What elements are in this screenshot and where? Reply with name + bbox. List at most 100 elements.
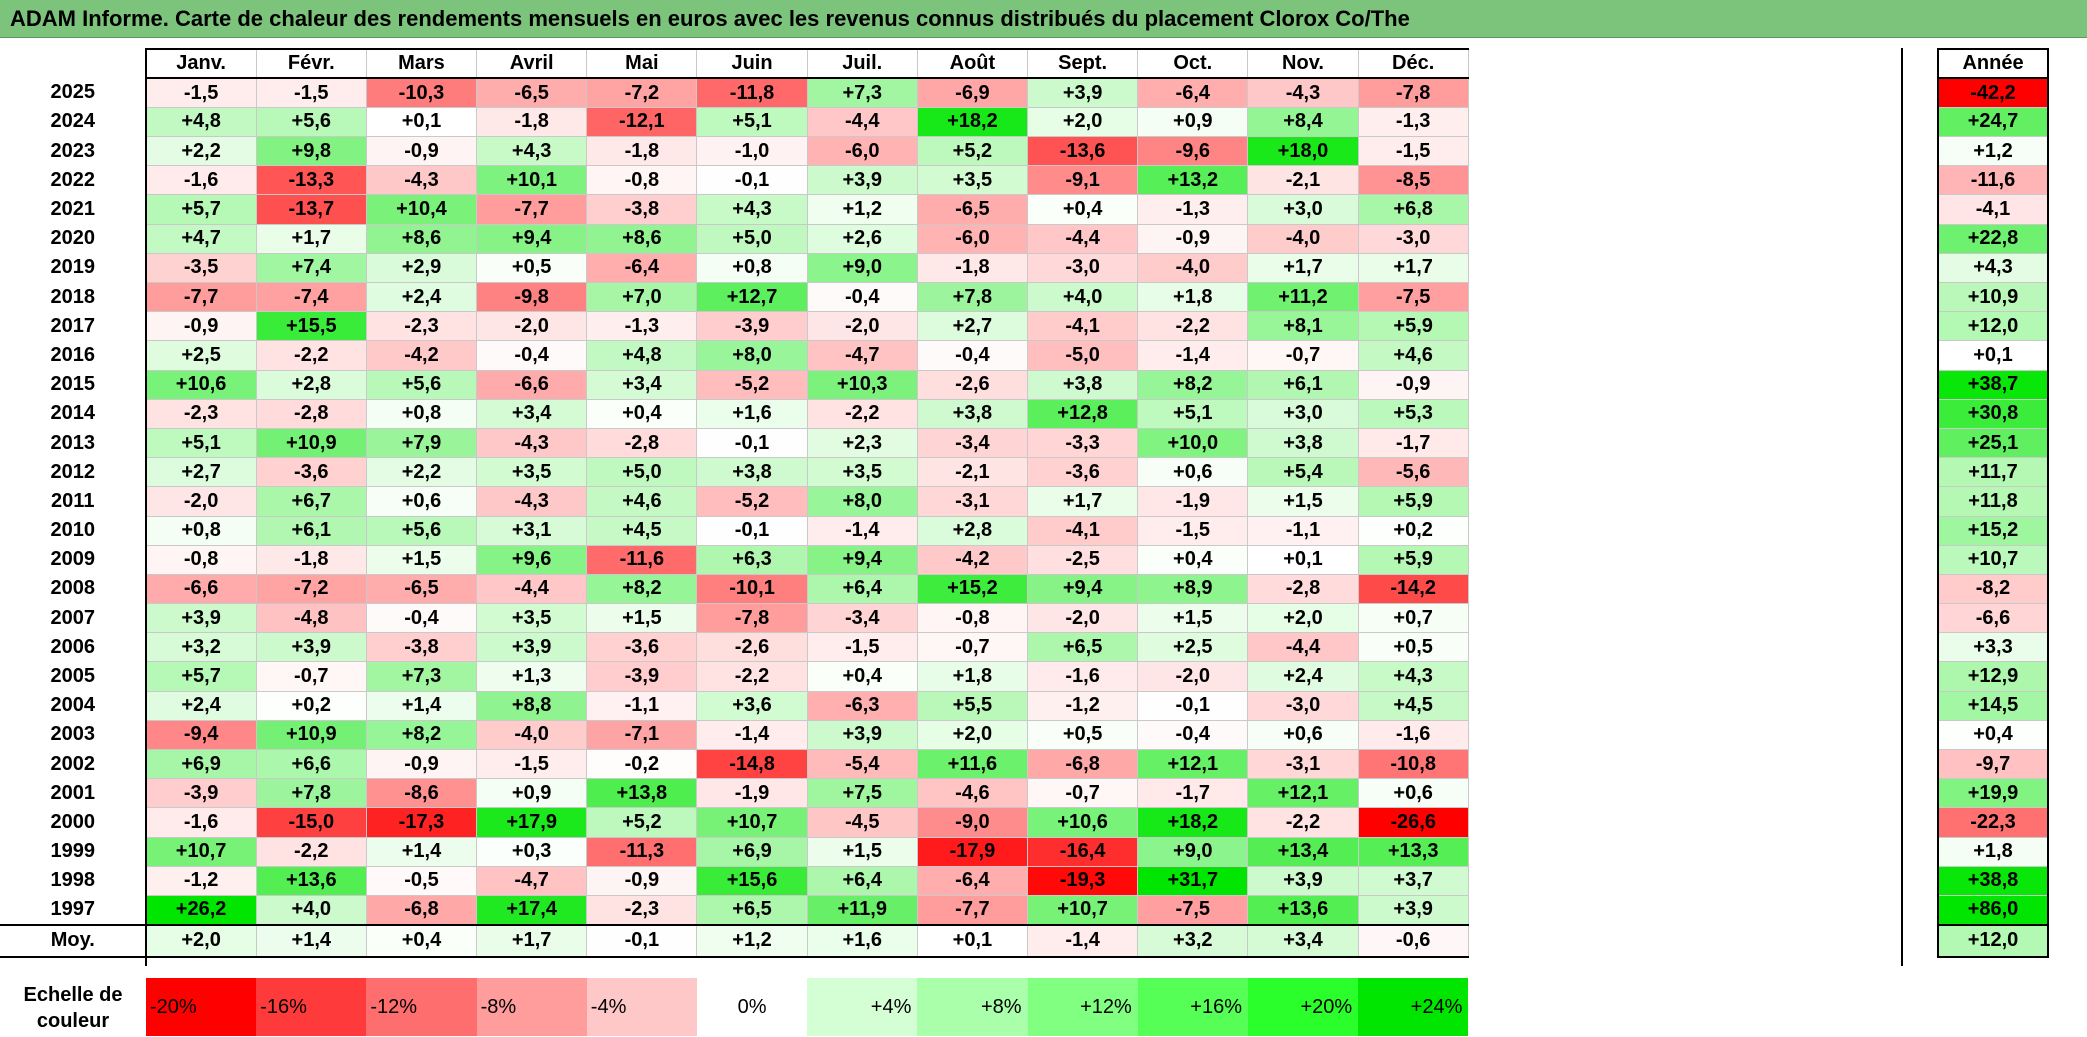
heatmap-cell: -19,3 — [1026, 865, 1139, 896]
heatmap-cell: -0,8 — [916, 603, 1029, 634]
heatmap-cell: +3,2 — [145, 632, 257, 663]
color-scale-step: +4% — [807, 978, 918, 1036]
heatmap-cell: -2,8 — [586, 427, 698, 459]
heatmap-cell: +3,1 — [476, 515, 588, 546]
annual-cell: -4,1 — [1937, 194, 2049, 225]
heatmap-cell: +5,9 — [1357, 311, 1469, 342]
heatmap-cell: +2,0 — [1247, 603, 1359, 634]
year-label: 2016 — [0, 340, 146, 371]
heatmap-cell: +6,7 — [255, 486, 367, 517]
heatmap-cell: +13,6 — [255, 865, 367, 896]
heatmap-cell: +1,7 — [255, 223, 367, 254]
heatmap-cell: +15,6 — [696, 865, 808, 896]
heatmap-cell: +0,8 — [696, 252, 808, 284]
heatmap-cell: -3,6 — [1026, 457, 1139, 488]
year-label: 2022 — [0, 165, 146, 195]
heatmap-cell: +9,4 — [476, 223, 588, 254]
heatmap-cell: -3,9 — [696, 311, 808, 342]
heatmap-cell: +10,7 — [1026, 894, 1139, 926]
heatmap-cell: -6,0 — [916, 223, 1029, 254]
heatmap-cell: +1,7 — [1026, 486, 1139, 517]
heatmap-cell: +13,4 — [1247, 836, 1359, 867]
heatmap-cell: -3,0 — [1247, 690, 1359, 721]
heatmap-cell: -7,8 — [1357, 77, 1469, 108]
heatmap-cell: -3,6 — [255, 457, 367, 488]
heatmap-cell: -6,4 — [586, 252, 698, 284]
year-label: 2009 — [0, 545, 146, 575]
heatmap-cell: -0,1 — [696, 427, 808, 459]
heatmap-cell: +1,8 — [1137, 281, 1249, 313]
heatmap-cell: -4,6 — [916, 778, 1029, 809]
heatmap-cell: +18,2 — [916, 106, 1029, 138]
heatmap-cell: +4,3 — [1357, 661, 1469, 692]
heatmap-cell: +3,8 — [696, 457, 808, 488]
heatmap-cell: +0,6 — [1357, 778, 1469, 809]
heatmap-cell: -4,1 — [1026, 515, 1139, 546]
year-label: 1999 — [0, 837, 146, 867]
month-header: Déc. — [1357, 47, 1469, 80]
heatmap-cell: -4,4 — [806, 106, 918, 138]
heatmap-cell: -1,4 — [696, 719, 808, 751]
heatmap-cell: -6,4 — [916, 865, 1029, 896]
annual-cell: +14,5 — [1937, 690, 2049, 721]
heatmap-cell: -2,0 — [145, 486, 257, 517]
heatmap-cell: +0,2 — [1357, 515, 1469, 546]
average-annual-cell: +12,0 — [1937, 923, 2049, 958]
heatmap-cell: +11,9 — [806, 894, 918, 926]
heatmap-cell: +13,6 — [1247, 894, 1359, 926]
heatmap-cell: -1,4 — [806, 515, 918, 546]
heatmap-cell: +10,0 — [1137, 427, 1249, 459]
annual-cell: +38,7 — [1937, 369, 2049, 400]
heatmap-cell: +3,8 — [1026, 369, 1139, 400]
heatmap-cell: +1,5 — [806, 836, 918, 867]
heatmap-cell: -0,7 — [1247, 340, 1359, 371]
heatmap-cell: +4,5 — [586, 515, 698, 546]
heatmap-cell: -9,4 — [145, 719, 257, 751]
heatmap-cell: +13,3 — [1357, 836, 1469, 867]
heatmap-cell: +0,5 — [1357, 632, 1469, 663]
heatmap-cell: +1,7 — [1357, 252, 1469, 284]
average-cell: -0,6 — [1357, 923, 1469, 958]
heatmap-cell: +5,0 — [586, 457, 698, 488]
annual-cell: +25,1 — [1937, 427, 2049, 459]
annual-cell: +38,8 — [1937, 865, 2049, 896]
annual-cell: -11,6 — [1937, 165, 2049, 196]
table-row: 2020 +4,7 +1,7 +8,6 +9,4 +8,6 +5,0 +2,6 -6,0 -4,4… — [0, 223, 1469, 254]
heatmap-cell: +3,9 — [1247, 865, 1359, 896]
heatmap-cell: -2,8 — [255, 398, 367, 429]
color-scale-label: Echelle de couleur — [23, 984, 123, 1032]
heatmap-cell: +0,6 — [1137, 457, 1249, 488]
year-label: 1997 — [0, 895, 146, 925]
year-label: 2007 — [0, 603, 146, 633]
heatmap-cell: +3,9 — [1026, 77, 1139, 108]
heatmap-cell: -4,0 — [476, 719, 588, 751]
heatmap-cell: -2,0 — [1137, 661, 1249, 692]
heatmap-cell: +8,4 — [1247, 106, 1359, 138]
heatmap-cell: -4,0 — [1247, 223, 1359, 254]
heatmap-cell: +3,5 — [476, 457, 588, 488]
heatmap-cell: +1,5 — [1247, 486, 1359, 517]
heatmap-cell: -2,3 — [586, 894, 698, 926]
heatmap-cell: +18,0 — [1247, 136, 1359, 167]
heatmap-cell: +1,4 — [365, 690, 478, 721]
heatmap-cell: -10,1 — [696, 573, 808, 605]
heatmap-cell: -6,8 — [1026, 748, 1139, 780]
heatmap-cell: -6,6 — [476, 369, 588, 400]
heatmap-cell: +2,4 — [145, 690, 257, 721]
month-header: Oct. — [1137, 47, 1249, 80]
heatmap-cell: +4,3 — [476, 136, 588, 167]
heatmap-cell: +10,3 — [806, 369, 918, 400]
heatmap-cell: -8,5 — [1357, 165, 1469, 196]
heatmap-cell: -12,1 — [586, 106, 698, 138]
table-row: 2024 +4,8 +5,6 +0,1 -1,8 -12,1 +5,1 -4,4 +18,2 +2… — [0, 106, 1469, 138]
heatmap-cell: +8,6 — [586, 223, 698, 254]
heatmap-cell: +1,6 — [696, 398, 808, 429]
heatmap-cell: -2,2 — [1137, 311, 1249, 342]
heatmap-cell: -0,4 — [806, 281, 918, 313]
average-cell: +1,6 — [806, 923, 918, 958]
heatmap-cell: -1,6 — [145, 807, 257, 838]
heatmap-cell: +1,5 — [1137, 603, 1249, 634]
heatmap-cell: -1,5 — [255, 77, 367, 108]
heatmap-cell: -4,3 — [365, 165, 478, 196]
heatmap-cell: -0,8 — [145, 544, 257, 575]
